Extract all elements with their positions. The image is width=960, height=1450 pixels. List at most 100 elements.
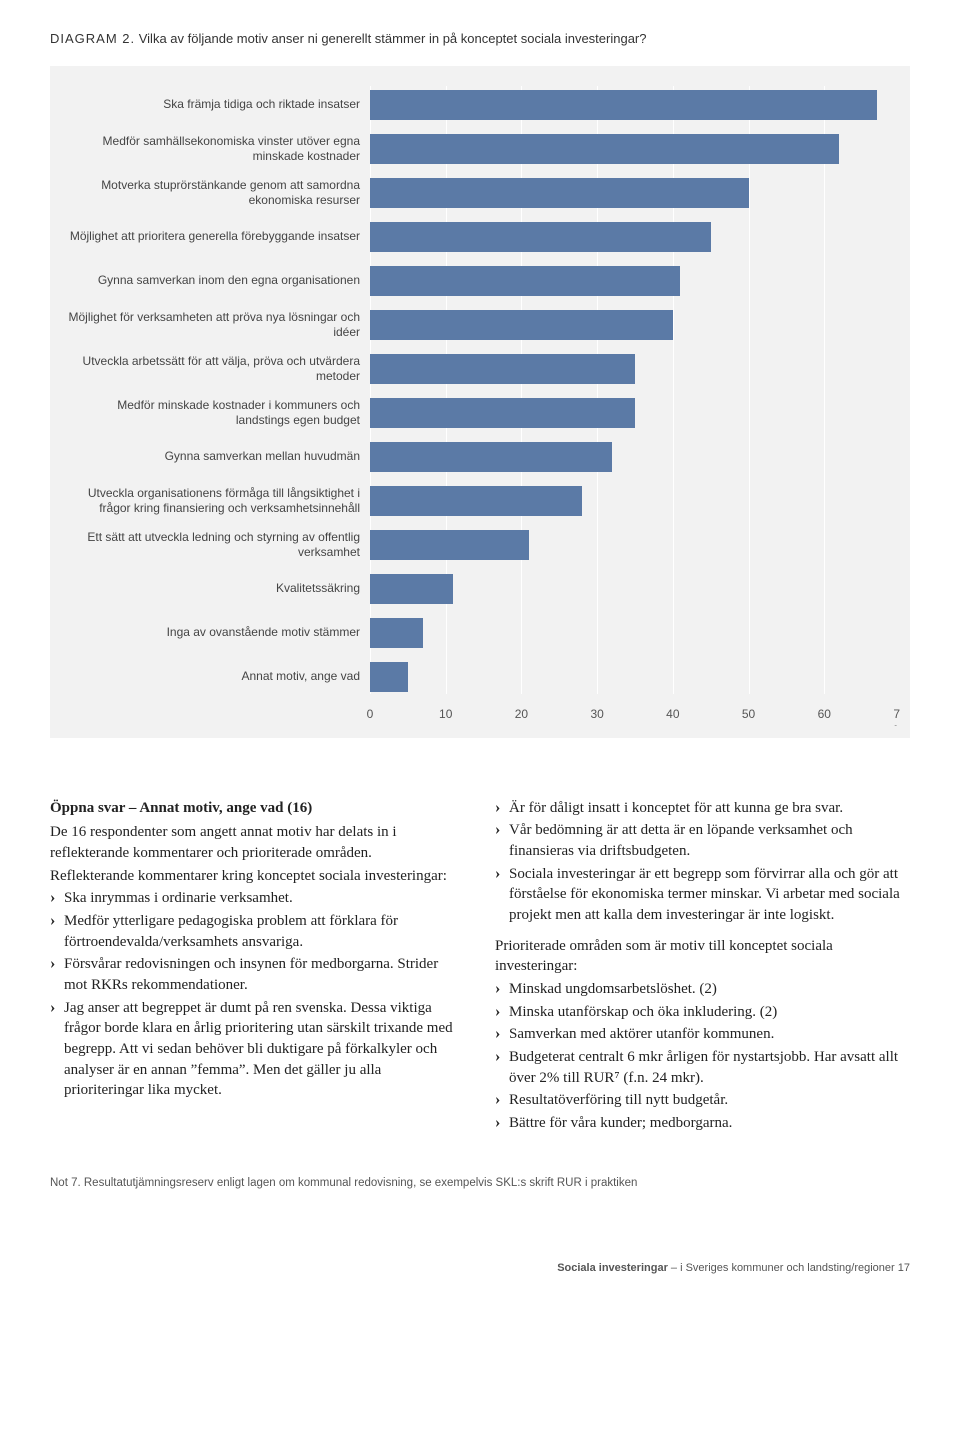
axis-tick: 20 [515,706,528,722]
chart-row: Medför minskade kostnader i kommuners oc… [60,394,900,432]
diagram-title-text: Vilka av följande motiv anser ni generel… [135,31,646,46]
bar-plot [370,350,900,388]
list-item: Samverkan med aktörer utanför kommunen. [495,1024,910,1045]
bar [370,222,711,252]
bar-label: Medför minskade kostnader i kommuners oc… [60,398,370,428]
axis-tick: 30 [590,706,603,722]
page-footer: Sociala investeringar – i Sveriges kommu… [50,1261,910,1276]
bar-label: Gynna samverkan mellan huvudmän [60,449,370,464]
bar [370,662,408,692]
bar [370,442,612,472]
left-bullets: Ska inrymmas i ordinarie verksamhet.Medf… [50,888,465,1101]
list-item: Minska utanförskap och öka inkludering. … [495,1002,910,1023]
bar-label: Utveckla arbetssätt för att välja, pröva… [60,354,370,384]
bar [370,134,839,164]
axis-plot: 0 10 20 30 40 50 60 70 % [370,706,900,726]
chart-area: Ska främja tidiga och riktade insatser Me… [50,66,910,738]
bar-label: Medför samhällsekonomiska vinster utöver… [60,134,370,164]
axis-spacer [60,706,370,726]
page: diagram 2. Vilka av följande motiv anser… [0,0,960,1296]
list-item: Försvårar redovisningen och insynen för … [50,954,465,995]
bar-plot [370,614,900,652]
bar-label: Ska främja tidiga och riktade insatser [60,97,370,112]
bar-plot [370,526,900,564]
bar [370,486,582,516]
chart-row: Möjlighet att prioritera generella föreb… [60,218,900,256]
bar-plot [370,438,900,476]
chart-row: Motverka stuprörstänkande genom att samo… [60,174,900,212]
left-p2: Reflekterande kommentarer kring koncepte… [50,866,465,887]
left-column: Öppna svar – Annat motiv, ange vad (16) … [50,798,465,1136]
bar-plot [370,174,900,212]
bar [370,618,423,648]
chart-row: Utveckla organisationens förmåga till lå… [60,482,900,520]
bar [370,310,673,340]
body-columns: Öppna svar – Annat motiv, ange vad (16) … [50,798,910,1136]
chart-wrap: Ska främja tidiga och riktade insatser Me… [60,86,900,726]
diagram-prefix: diagram 2. [50,31,135,46]
bar-label: Annat motiv, ange vad [60,669,370,684]
bar-plot [370,570,900,608]
bar-plot [370,86,900,124]
bar-label: Gynna samverkan inom den egna organisati… [60,273,370,288]
right-column: Är för dåligt insatt i konceptet för att… [495,798,910,1136]
chart-row: Gynna samverkan mellan huvudmän [60,438,900,476]
list-item: Sociala investeringar är ett begrepp som… [495,864,910,926]
bar-label: Utveckla organisationens förmåga till lå… [60,486,370,516]
bar [370,398,635,428]
chart-row: Utveckla arbetssätt för att välja, pröva… [60,350,900,388]
bar [370,354,635,384]
footnote: Not 7. Resultatutjämningsreserv enligt l… [50,1176,910,1192]
list-item: Minskad ungdomsarbetslöshet. (2) [495,979,910,1000]
diagram-title: diagram 2. Vilka av följande motiv anser… [50,30,910,48]
footer-bold: Sociala investeringar [557,1262,668,1274]
bar-label: Möjlighet att prioritera generella föreb… [60,229,370,244]
right-bullets-2: Minskad ungdomsarbetslöshet. (2)Minska u… [495,979,910,1134]
axis-tick: 0 [367,706,374,722]
list-item: Bättre för våra kunder; medborgarna. [495,1113,910,1134]
list-item: Ska inrymmas i ordinarie verksamhet. [50,888,465,909]
chart-row: Kvalitetssäkring [60,570,900,608]
bar-label: Motverka stuprörstänkande genom att samo… [60,178,370,208]
axis-tick: 70 % [893,706,900,726]
bar-plot [370,658,900,696]
x-axis: 0 10 20 30 40 50 60 70 % [60,706,900,726]
right-bullets-1: Är för dåligt insatt i konceptet för att… [495,798,910,926]
list-item: Vår bedömning är att detta är en löpande… [495,820,910,861]
bar-label: Kvalitetssäkring [60,581,370,596]
bar-plot [370,306,900,344]
left-heading: Öppna svar – Annat motiv, ange vad (16) [50,798,465,819]
bar [370,574,453,604]
bar [370,90,877,120]
bar [370,530,529,560]
footer-rest: – i Sveriges kommuner och landsting/regi… [668,1262,910,1274]
bar-plot [370,218,900,256]
bar-plot [370,394,900,432]
list-item: Jag anser att begreppet är dumt på ren s… [50,998,465,1101]
axis-tick: 10 [439,706,452,722]
list-item: Budgeterat centralt 6 mkr årligen för ny… [495,1047,910,1088]
chart-row: Gynna samverkan inom den egna organisati… [60,262,900,300]
chart-row: Annat motiv, ange vad [60,658,900,696]
bar-label: Inga av ovanstående motiv stämmer [60,625,370,640]
list-item: Är för dåligt insatt i konceptet för att… [495,798,910,819]
bar-plot [370,482,900,520]
bar [370,178,749,208]
axis-tick: 60 [818,706,831,722]
bar-plot [370,130,900,168]
left-p1: De 16 respondenter som angett annat moti… [50,822,465,863]
chart-rows: Ska främja tidiga och riktade insatser Me… [60,86,900,696]
chart-row: Ett sätt att utveckla ledning och styrni… [60,526,900,564]
axis-tick: 50 [742,706,755,722]
chart-row: Medför samhällsekonomiska vinster utöver… [60,130,900,168]
bar-label: Möjlighet för verksamheten att pröva nya… [60,310,370,340]
list-item: Resultatöverföring till nytt budgetår. [495,1090,910,1111]
chart-row: Inga av ovanstående motiv stämmer [60,614,900,652]
chart-row: Möjlighet för verksamheten att pröva nya… [60,306,900,344]
right-p1: Prioriterade områden som är motiv till k… [495,936,910,977]
axis-tick: 40 [666,706,679,722]
bar-label: Ett sätt att utveckla ledning och styrni… [60,530,370,560]
list-item: Medför ytterligare pedagogiska problem a… [50,911,465,952]
chart-row: Ska främja tidiga och riktade insatser [60,86,900,124]
bar [370,266,680,296]
